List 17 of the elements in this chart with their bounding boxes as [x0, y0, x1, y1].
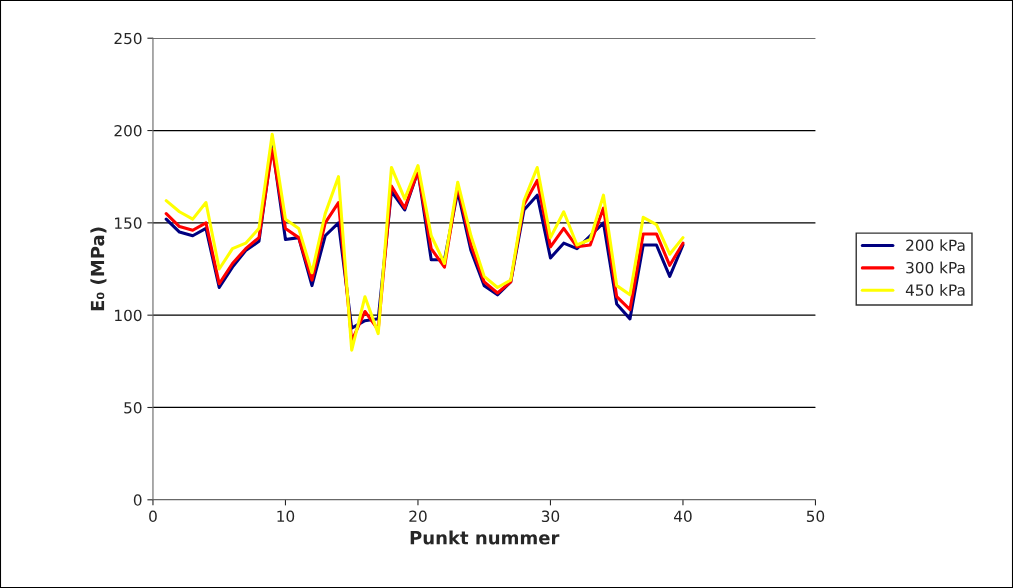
legend-label: 300 kPa	[906, 261, 965, 274]
x-tick-label: 40	[673, 510, 692, 523]
x-tick-label: 20	[409, 510, 427, 523]
y-tick-label: 200	[114, 125, 142, 137]
y-tick-label: 100	[115, 309, 142, 322]
x-tick-label: 10	[277, 510, 295, 523]
x-tick-label: 30	[541, 510, 560, 523]
legend-label: 200 kPa	[906, 239, 965, 252]
y-tick-label: 250	[114, 32, 142, 45]
y-axis-title: E₀ (MPa)	[90, 227, 107, 311]
legend-label: 450 kPa	[905, 284, 965, 296]
x-tick-label: 50	[806, 510, 825, 523]
y-tick-label: 50	[124, 401, 142, 414]
x-tick-label: 0	[149, 510, 157, 523]
y-tick-label: 150	[115, 217, 142, 229]
x-axis-title: Punkt nummer	[410, 530, 560, 545]
y-tick-label: 0	[133, 494, 142, 506]
